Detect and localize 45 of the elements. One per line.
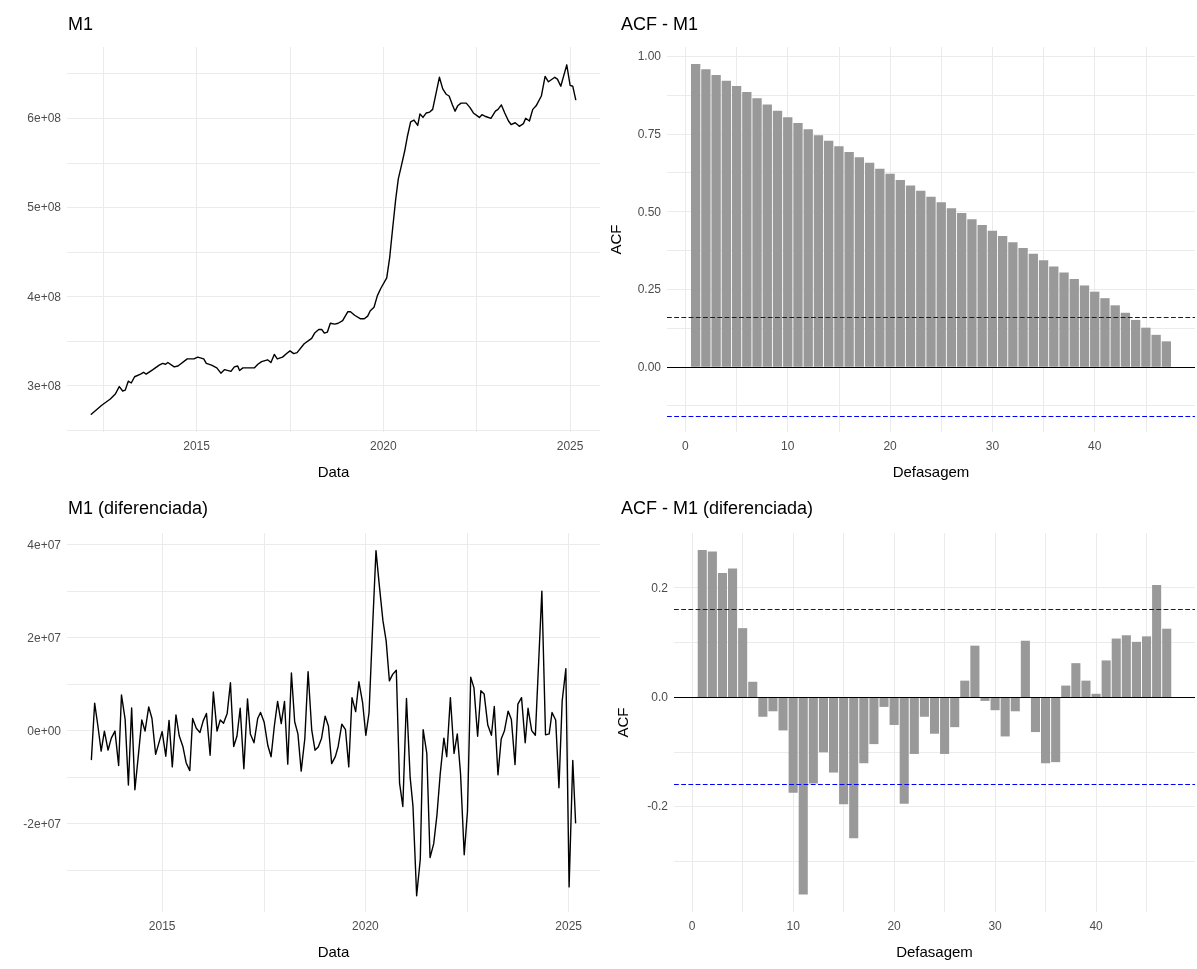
x-axis-title: Data — [317, 943, 350, 960]
y-tick-label: 0.2 — [651, 580, 669, 595]
x-tick-label: 0 — [682, 439, 690, 453]
y-tick-label: 5e+08 — [27, 200, 62, 215]
x-tick-label: 40 — [1088, 439, 1102, 453]
x-tick-label: 10 — [786, 919, 801, 933]
x-axis-title: Defasagem — [896, 943, 973, 960]
y-tick-label: 6e+08 — [27, 111, 62, 126]
y-tick-label: -2e+07 — [23, 816, 62, 831]
x-tick-label: 2015 — [183, 439, 211, 453]
y-axis-title: ACF — [614, 707, 631, 738]
y-tick-label: 0.00 — [637, 359, 662, 374]
y-tick-label: 4e+08 — [27, 289, 62, 304]
y-tick-label: 0.0 — [651, 690, 669, 705]
y-tick-label: 4e+07 — [27, 537, 62, 552]
x-tick-label: 30 — [985, 439, 1000, 453]
x-tick-label: 2025 — [555, 919, 583, 933]
x-tick-label: 2025 — [556, 439, 584, 453]
y-tick-label: 0.50 — [637, 204, 662, 219]
y-tick-label: 0.75 — [637, 126, 662, 141]
x-tick-label: 0 — [688, 919, 696, 933]
line-series — [90, 549, 577, 897]
y-tick-label: 3e+08 — [27, 378, 62, 393]
x-tick-label: 20 — [887, 919, 902, 933]
y-tick-label: -0.2 — [647, 799, 669, 814]
y-tick-label: 1.00 — [637, 49, 662, 64]
x-tick-label: 2020 — [352, 919, 380, 933]
line-series — [90, 64, 577, 415]
x-tick-label: 2020 — [370, 439, 398, 453]
y-tick-label: 2e+07 — [27, 630, 62, 645]
x-axis-title: Defasagem — [892, 463, 970, 480]
chart-title: ACF - M1 (diferenciada) — [621, 498, 814, 518]
chart-title: M1 (diferenciada) — [68, 498, 209, 518]
x-tick-label: 40 — [1089, 919, 1104, 933]
y-tick-label: 0e+00 — [27, 723, 62, 738]
x-tick-label: 2015 — [148, 919, 176, 933]
y-tick-label: 0.25 — [637, 282, 662, 297]
y-axis-title: ACF — [607, 224, 624, 255]
x-tick-label: 10 — [781, 439, 795, 453]
bar — [1020, 640, 1030, 698]
x-axis-title: Data — [317, 463, 350, 480]
chart-title: M1 — [68, 14, 94, 34]
chart-title: ACF - M1 — [621, 14, 699, 34]
x-tick-label: 20 — [883, 439, 898, 453]
x-tick-label: 30 — [988, 919, 1003, 933]
